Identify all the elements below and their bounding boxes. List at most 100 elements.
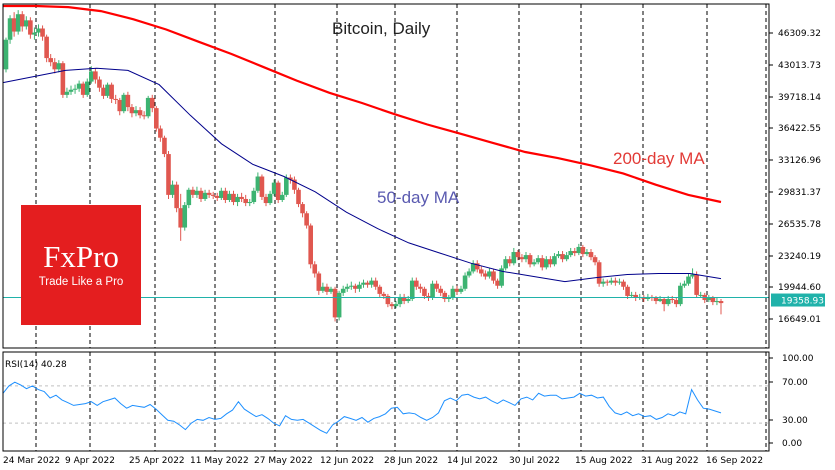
candle-body-114 [466, 271, 472, 276]
candle-body-15 [64, 91, 70, 95]
candle-body-147 [600, 281, 606, 284]
candle-body-19 [80, 83, 86, 95]
fxpro-logo: FxPro Trade Like a Pro [21, 205, 141, 325]
candle-body-36 [149, 97, 155, 109]
candle-body-5 [24, 20, 29, 27]
candle-body-122 [499, 268, 504, 286]
candle-body-52 [214, 195, 220, 198]
rsi-axis-ticks: 100.00 70.00 30.00 0.00 [769, 354, 814, 449]
candle-body-113 [462, 275, 468, 289]
candle-body-85 [349, 285, 354, 287]
candle-body-1 [7, 18, 13, 40]
candle-body-117 [479, 269, 484, 274]
candle-body-37 [154, 108, 159, 129]
price-tick-9: 16649.01 [778, 315, 821, 325]
rsi-label: RSI(14) 40.28 [5, 360, 67, 370]
candle-body-141 [576, 246, 582, 254]
candle-body-10 [44, 36, 49, 59]
candle-body-151 [617, 281, 622, 283]
candle-body-39 [162, 137, 167, 155]
candle-body-75 [308, 225, 313, 265]
candle-body-136 [556, 254, 561, 257]
candle-body-116 [474, 263, 480, 270]
candle-body-166 [678, 285, 683, 305]
candle-body-28 [117, 99, 123, 112]
rsi-tick-1: 70.00 [782, 378, 808, 388]
candle-body-59 [243, 198, 248, 204]
candle-body-53 [219, 190, 224, 198]
candle-body-129 [527, 255, 533, 265]
candle-body-104 [426, 295, 431, 298]
price-tick-2: 39718.14 [778, 93, 821, 103]
candle-body-61 [251, 190, 257, 203]
candle-body-43 [178, 208, 183, 228]
candle-body-150 [613, 280, 618, 283]
candle-body-161 [657, 299, 663, 302]
candle-body-79 [324, 286, 330, 292]
candle-body-82 [336, 292, 342, 318]
price-tick-4: 33126.96 [778, 156, 821, 166]
candle-body-44 [182, 205, 188, 228]
candle-body-138 [564, 255, 569, 260]
candle-body-68 [279, 194, 285, 200]
candle-body-77 [316, 273, 322, 291]
candle-body-58 [239, 196, 244, 199]
candle-body-66 [271, 182, 277, 194]
candle-body-167 [682, 283, 687, 286]
candle-body-31 [129, 107, 135, 114]
candle-body-115 [470, 263, 476, 272]
ma50-annotation: 50-day MA [377, 188, 460, 207]
candle-body-7 [32, 32, 37, 35]
candle-body-119 [487, 271, 492, 277]
date-axis-ticks: 24 Mar 2022 9 Apr 2022 25 Apr 2022 11 May 2… [3, 456, 763, 466]
candle-body-131 [535, 258, 541, 263]
candle-body-24 [101, 87, 106, 96]
candle-body-76 [312, 264, 318, 274]
candle-body-6 [28, 20, 33, 35]
candle-body-3 [15, 14, 21, 32]
candle-body-92 [377, 286, 383, 294]
candle-body-165 [674, 300, 679, 305]
candle-body-101 [414, 280, 419, 287]
candle-body-174 [710, 297, 716, 303]
candle-body-57 [235, 196, 240, 203]
price-tick-6: 26535.78 [778, 220, 821, 230]
candle-body-64 [263, 196, 269, 204]
date-tick-10: 31 Aug 2022 [641, 456, 699, 466]
candle-body-175 [714, 301, 720, 303]
candle-body-65 [267, 193, 273, 204]
price-axis-ticks: 46309.32 43013.73 39718.14 36422.55 33126.96… [769, 29, 821, 325]
main-panel-border [2, 3, 770, 349]
rsi-panel-border [2, 351, 770, 452]
candle-body-169 [690, 274, 695, 277]
candle-body-70 [288, 177, 293, 180]
candle-body-135 [552, 256, 557, 265]
candle-body-107 [438, 288, 443, 293]
candle-body-49 [202, 192, 208, 199]
candle-body-9 [40, 28, 45, 37]
candle-body-173 [706, 297, 712, 301]
price-tick-1: 43013.73 [778, 61, 821, 71]
candle-body-108 [442, 292, 448, 300]
candle-body-98 [401, 296, 407, 302]
candle-body-93 [381, 293, 387, 296]
candle-body-144 [588, 252, 594, 258]
candle-body-97 [397, 296, 403, 305]
candle-body-51 [210, 194, 216, 196]
candle-body-102 [418, 286, 423, 289]
rsi-tick-3: 0.00 [782, 439, 802, 449]
candle-body-0 [3, 39, 9, 70]
candle-body-163 [665, 299, 671, 305]
candle-body-16 [68, 89, 74, 92]
candle-body-8 [36, 28, 41, 33]
candle-body-41 [170, 184, 175, 195]
candle-body-111 [454, 288, 460, 292]
date-tick-6: 28 Jun 2022 [384, 456, 438, 466]
candle-body-142 [580, 246, 586, 255]
candle-body-148 [604, 281, 610, 283]
current-price-label: 19358.93 [781, 297, 824, 307]
candle-body-146 [596, 262, 602, 284]
candle-body-103 [422, 288, 427, 296]
date-tick-4: 27 May 2022 [254, 456, 313, 466]
